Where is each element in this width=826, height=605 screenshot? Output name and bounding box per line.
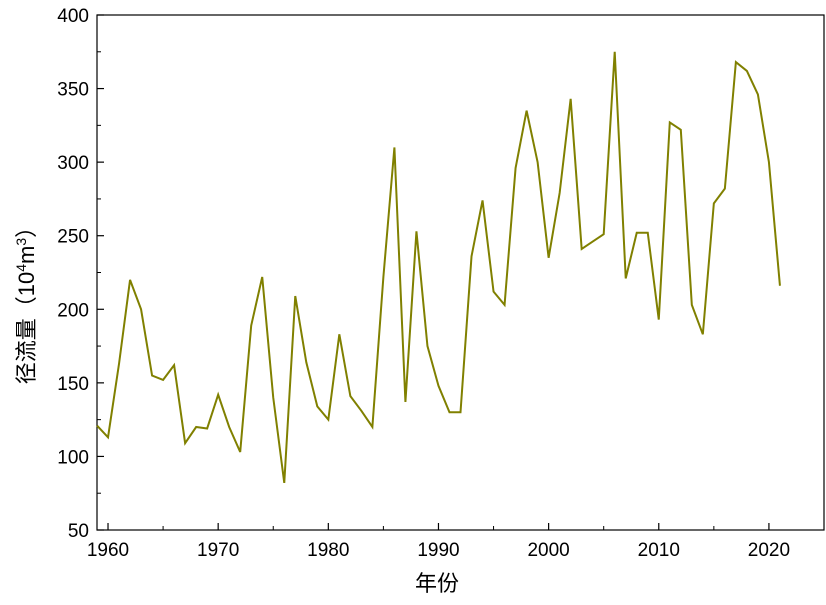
x-tick-label: 2010	[638, 540, 680, 561]
y-tick-label: 250	[57, 227, 89, 248]
y-tick-label: 200	[57, 300, 89, 321]
y-tick-label: 100	[57, 447, 89, 468]
x-axis-title: 年份	[415, 571, 459, 596]
y-axis-title: 径流量（104m3）	[13, 216, 39, 384]
y-tick-label: 300	[57, 153, 89, 174]
y-axis-title-end: ）	[14, 216, 39, 238]
y-tick-label: 350	[57, 80, 89, 101]
x-axis: 1960 1970 1980 1990 2000 2010 2020	[87, 523, 825, 561]
y-axis-title-mid: m	[14, 246, 39, 264]
y-axis-title-main: 径流量（10	[14, 272, 39, 384]
x-tick-label: 2000	[527, 540, 569, 561]
y-axis: 50 100 150 200 250 300 350 400	[57, 6, 104, 542]
runoff-series-line	[96, 51, 781, 484]
y-tick-label: 150	[57, 374, 89, 395]
y-axis-title-sup2: 3	[13, 238, 29, 246]
x-tick-label: 2020	[748, 540, 790, 561]
series-layer	[96, 51, 781, 484]
x-tick-label: 1970	[197, 540, 239, 561]
y-axis-title-sup1: 4	[13, 264, 29, 272]
x-tick-label: 1960	[87, 540, 129, 561]
x-tick-label: 1990	[417, 540, 459, 561]
y-tick-label: 400	[57, 6, 89, 27]
y-tick-label: 50	[68, 521, 89, 542]
x-tick-label: 1980	[307, 540, 349, 561]
plot-frame	[96, 14, 825, 531]
